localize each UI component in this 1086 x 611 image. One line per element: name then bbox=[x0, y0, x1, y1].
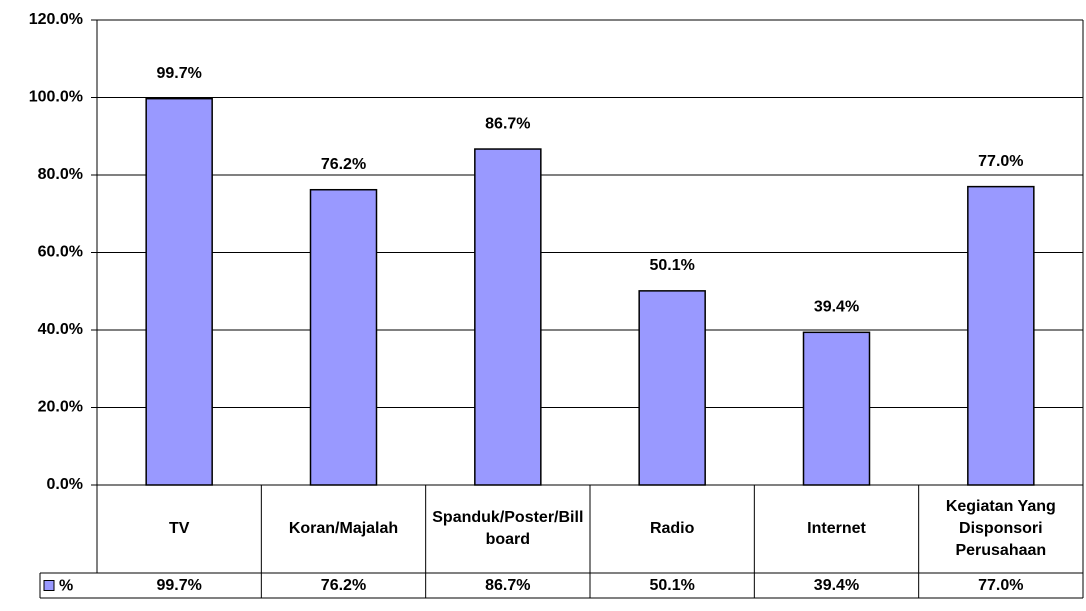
y-tick-label: 60.0% bbox=[38, 244, 83, 261]
data-label: 76.2% bbox=[321, 156, 366, 173]
y-tick-label: 80.0% bbox=[38, 166, 83, 183]
category-label: TV bbox=[168, 520, 190, 537]
data-label: 99.7% bbox=[156, 65, 201, 82]
table-value: 50.1% bbox=[649, 576, 695, 594]
bar bbox=[638, 290, 706, 486]
legend-swatch bbox=[43, 580, 55, 591]
table-value: 77.0% bbox=[978, 576, 1024, 594]
table-value-box: 50.1% bbox=[649, 576, 695, 594]
y-tick-label: 100.0% bbox=[29, 89, 83, 106]
category-label-box: Radio bbox=[649, 520, 695, 537]
category-label: Spanduk/Poster/Billboard bbox=[432, 509, 584, 548]
bar bbox=[802, 331, 871, 486]
bar bbox=[145, 97, 213, 486]
y-tick-label: 20.0% bbox=[38, 399, 83, 416]
table-value-box: 77.0% bbox=[978, 576, 1024, 594]
category-label-box: Kegiatan Yang Disponsori Perusahaan bbox=[945, 498, 1056, 559]
category-label: Kegiatan Yang Disponsori Perusahaan bbox=[945, 498, 1056, 559]
data-label: 50.1% bbox=[649, 257, 694, 274]
bar bbox=[474, 148, 542, 486]
table-value: 99.7% bbox=[156, 576, 202, 594]
y-tick-label: 40.0% bbox=[38, 321, 83, 338]
category-label-box: Spanduk/Poster/Billboard bbox=[432, 509, 584, 548]
table-value-box: 86.7% bbox=[485, 576, 531, 594]
table-value-box: 76.2% bbox=[320, 576, 367, 594]
bar bbox=[967, 185, 1035, 486]
category-label-box: Koran/Majalah bbox=[288, 520, 399, 537]
data-label: 39.4% bbox=[814, 299, 859, 316]
y-tick-label: 120.0% bbox=[29, 11, 83, 28]
data-label: 77.0% bbox=[978, 153, 1023, 170]
table-value: 86.7% bbox=[485, 576, 531, 594]
category-label-box: Internet bbox=[807, 520, 866, 537]
category-label: Koran/Majalah bbox=[288, 520, 399, 537]
table-value-box: 39.4% bbox=[813, 576, 860, 594]
y-tick-label: 0.0% bbox=[47, 476, 83, 493]
legend-label: % bbox=[59, 578, 73, 595]
table-value: 76.2% bbox=[320, 576, 367, 594]
data-label: 86.7% bbox=[485, 115, 530, 132]
category-label-box: TV bbox=[168, 520, 190, 537]
table-value-box: 99.7% bbox=[156, 576, 202, 594]
category-label: Radio bbox=[649, 520, 695, 537]
table-value: 39.4% bbox=[813, 576, 860, 594]
bar bbox=[309, 188, 378, 486]
category-label: Internet bbox=[807, 520, 866, 537]
